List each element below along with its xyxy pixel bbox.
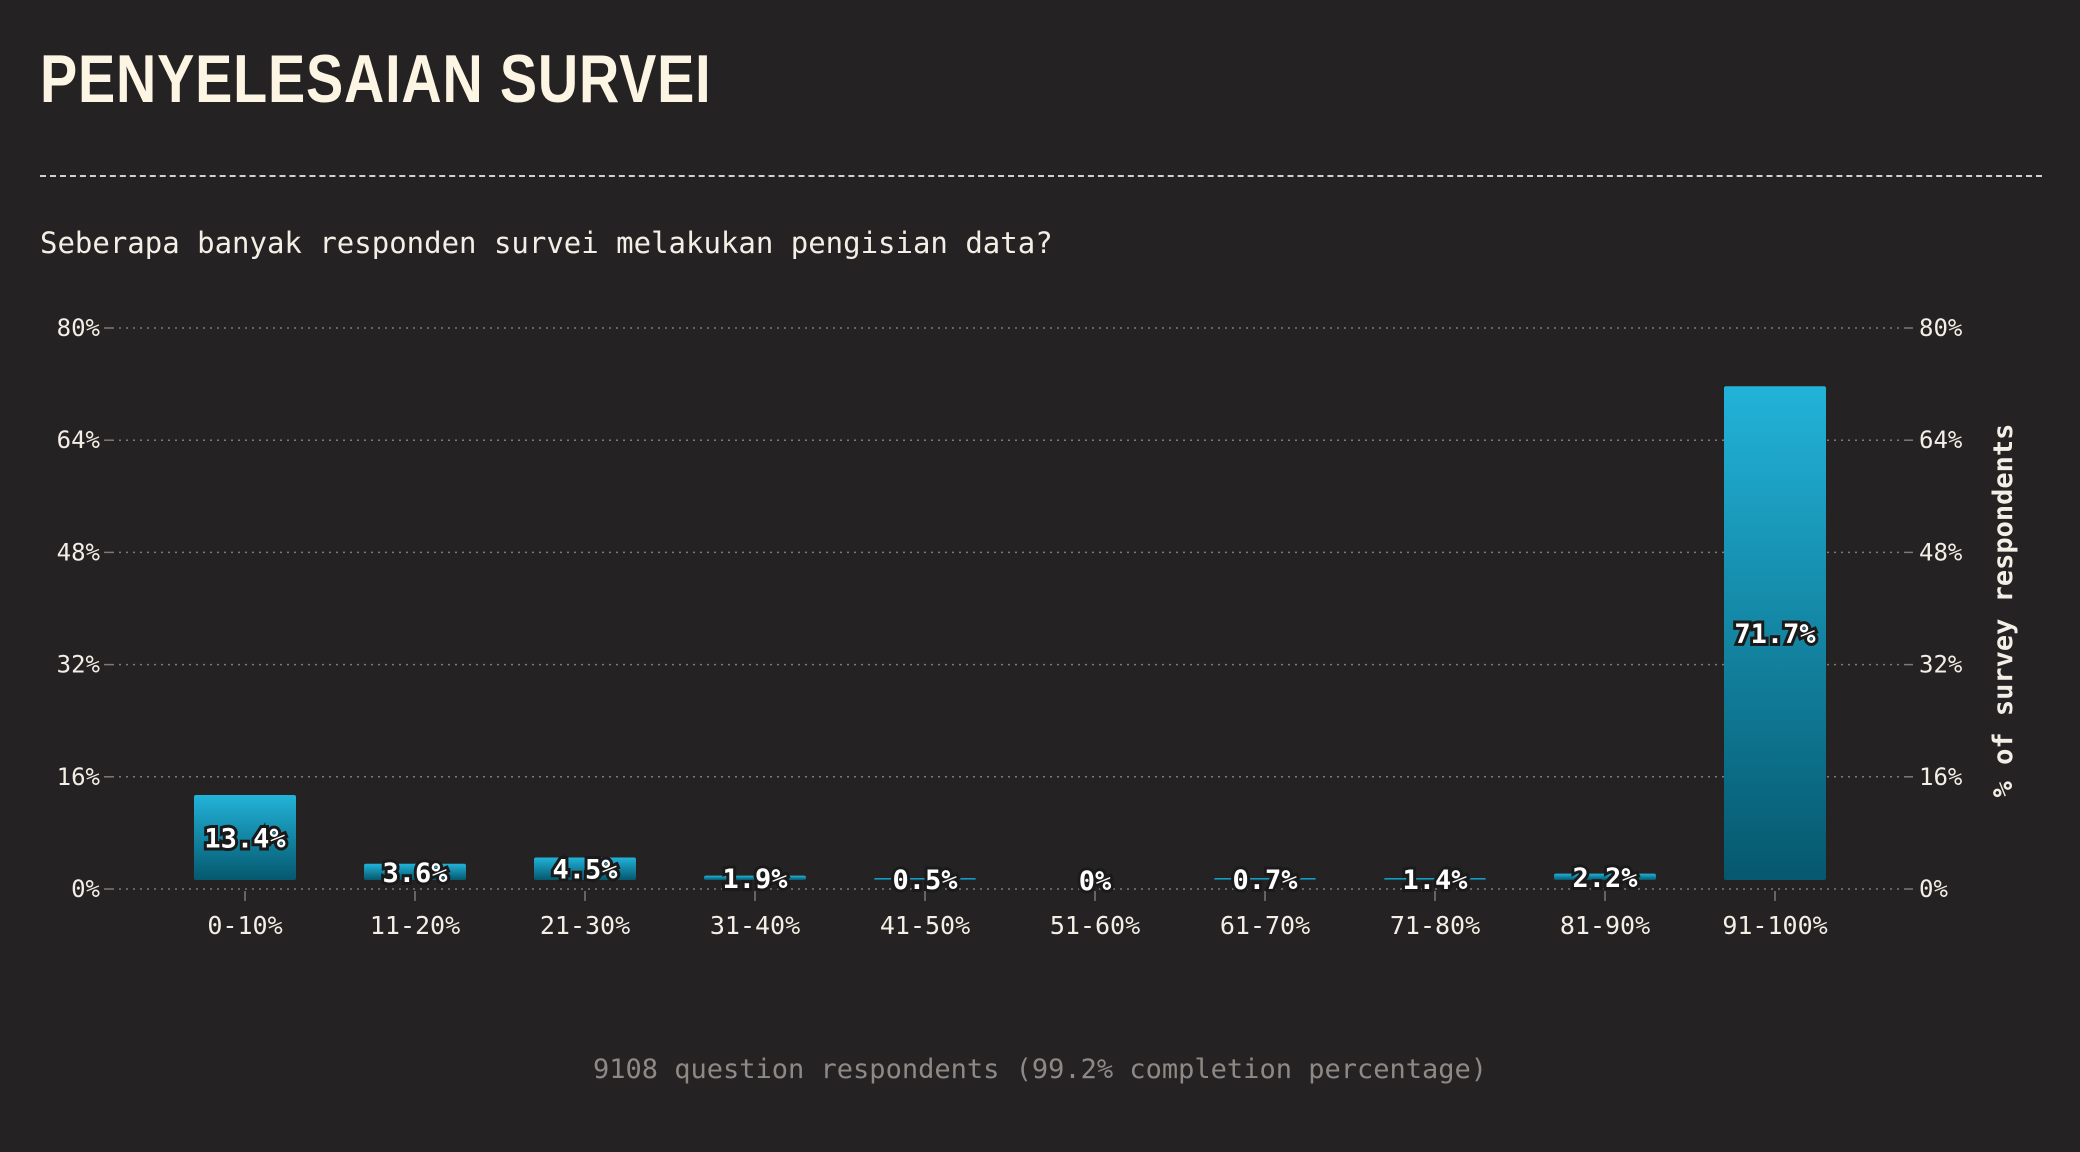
y-tick-label-left: 48%	[57, 538, 101, 566]
x-tick-label: 21-30%	[540, 911, 630, 940]
x-tick-label: 61-70%	[1220, 911, 1310, 940]
y-tick-label-right: 16%	[1919, 763, 1963, 791]
y-tick-label-left: 16%	[57, 763, 101, 791]
bar	[1214, 878, 1316, 880]
bar	[1724, 386, 1826, 880]
y-tick-label-left: 80%	[57, 314, 101, 342]
bar	[704, 875, 806, 880]
gridlines	[112, 327, 1905, 890]
x-tick-label: 81-90%	[1560, 911, 1650, 940]
data-label: 3.6%	[382, 858, 448, 889]
data-label: 2.2%	[1572, 863, 1638, 894]
data-label: 1.9%	[722, 864, 788, 895]
chart-title: PENYELESAIAN SURVEI	[40, 41, 712, 117]
data-label: 71.7%	[1734, 619, 1816, 650]
bar	[874, 878, 976, 880]
axes: 0% 0% 16% 16% 32% 32% 48% 48% 64% 64% 80% 80% % of s…	[57, 314, 2019, 940]
y-tick-label-right: 64%	[1919, 426, 1963, 454]
bar	[1554, 873, 1656, 880]
chart-subtitle: Seberapa banyak responden survei melakuk…	[40, 226, 1053, 260]
y-axis-title: % of survey respondents	[1988, 424, 2019, 798]
data-label: 4.5%	[552, 855, 618, 886]
bar	[364, 863, 466, 880]
y-tick-label-right: 32%	[1919, 651, 1963, 679]
y-tick-label-right: 48%	[1919, 538, 1963, 566]
bar	[194, 795, 296, 880]
y-tick-label-left: 32%	[57, 651, 101, 679]
bars	[194, 386, 1826, 880]
x-tick-label: 91-100%	[1722, 911, 1827, 940]
y-tick-label-left: 64%	[57, 426, 101, 454]
y-tick-label-right: 0%	[1919, 875, 1948, 903]
data-label: 0%	[1079, 866, 1112, 897]
title-divider	[40, 175, 2042, 177]
x-tick-label: 0-10%	[207, 911, 282, 940]
data-label: 1.4%	[1402, 865, 1468, 896]
data-label: 0.5%	[892, 865, 958, 896]
y-tick-label-right: 80%	[1919, 314, 1963, 342]
data-labels: 13.4%3.6% 4.5% 1.9% 0.5% 0% 0.7% 1.4% 2.2%71.7%	[201, 616, 1819, 900]
x-tick-label: 11-20%	[370, 911, 460, 940]
bar	[1384, 878, 1486, 880]
bar	[534, 857, 636, 880]
x-tick-label: 71-80%	[1390, 911, 1480, 940]
x-tick-label: 41-50%	[880, 911, 970, 940]
x-tick-label: 51-60%	[1050, 911, 1140, 940]
x-tick-label: 31-40%	[710, 911, 800, 940]
footer-note: 9108 question respondents (99.2% complet…	[592, 1054, 1488, 1085]
y-tick-label-left: 0%	[71, 875, 100, 903]
data-label: 13.4%	[204, 824, 286, 855]
